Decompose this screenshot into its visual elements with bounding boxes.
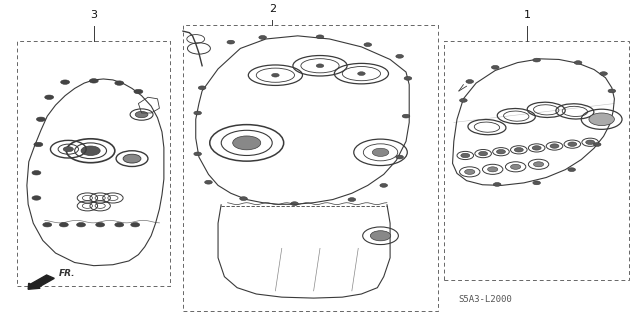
- Circle shape: [533, 58, 540, 62]
- Circle shape: [77, 223, 86, 227]
- Bar: [183, 25, 438, 311]
- Text: FR.: FR.: [59, 269, 76, 278]
- Circle shape: [488, 167, 498, 172]
- Circle shape: [316, 64, 324, 68]
- Circle shape: [43, 223, 52, 227]
- Circle shape: [492, 65, 499, 69]
- Circle shape: [227, 40, 235, 44]
- Circle shape: [259, 35, 266, 39]
- Circle shape: [534, 162, 543, 167]
- Circle shape: [380, 183, 388, 187]
- Circle shape: [81, 146, 100, 155]
- Circle shape: [34, 142, 43, 147]
- Circle shape: [131, 223, 140, 227]
- Text: 1: 1: [524, 10, 531, 20]
- Circle shape: [396, 55, 403, 58]
- Text: 2: 2: [269, 4, 276, 14]
- Circle shape: [532, 146, 541, 150]
- Circle shape: [60, 223, 68, 227]
- Circle shape: [194, 152, 202, 156]
- Circle shape: [568, 168, 575, 172]
- Circle shape: [32, 171, 41, 175]
- Circle shape: [608, 89, 616, 93]
- Circle shape: [358, 72, 365, 76]
- Circle shape: [205, 180, 212, 184]
- Circle shape: [198, 86, 206, 90]
- Circle shape: [135, 111, 148, 118]
- Circle shape: [606, 117, 614, 121]
- Circle shape: [568, 142, 577, 146]
- Circle shape: [515, 148, 524, 152]
- Circle shape: [465, 169, 475, 174]
- Circle shape: [533, 181, 540, 185]
- Circle shape: [461, 153, 470, 158]
- Circle shape: [115, 223, 124, 227]
- Circle shape: [466, 80, 474, 83]
- Circle shape: [589, 113, 614, 126]
- Circle shape: [61, 80, 70, 84]
- Circle shape: [460, 99, 467, 102]
- Circle shape: [404, 77, 412, 80]
- Circle shape: [194, 111, 202, 115]
- Circle shape: [45, 95, 54, 100]
- Circle shape: [271, 73, 279, 77]
- Circle shape: [316, 35, 324, 39]
- Circle shape: [550, 144, 559, 148]
- Circle shape: [593, 143, 601, 146]
- Circle shape: [96, 223, 104, 227]
- Text: S5A3-L2000: S5A3-L2000: [459, 295, 513, 304]
- Circle shape: [371, 231, 391, 241]
- Circle shape: [493, 182, 501, 186]
- Circle shape: [240, 197, 247, 201]
- Circle shape: [600, 72, 607, 76]
- Circle shape: [372, 148, 389, 156]
- Circle shape: [36, 117, 45, 122]
- Circle shape: [134, 89, 143, 94]
- Circle shape: [364, 43, 372, 47]
- Circle shape: [233, 136, 260, 150]
- Circle shape: [402, 114, 410, 118]
- Circle shape: [90, 79, 99, 83]
- Circle shape: [574, 61, 582, 64]
- Circle shape: [348, 198, 356, 201]
- Circle shape: [586, 140, 595, 145]
- Circle shape: [123, 154, 141, 163]
- Text: 3: 3: [90, 10, 97, 20]
- Bar: [444, 41, 629, 280]
- Circle shape: [115, 81, 124, 85]
- Bar: [17, 41, 170, 286]
- Circle shape: [479, 152, 488, 156]
- Circle shape: [291, 202, 298, 205]
- Circle shape: [32, 196, 41, 200]
- Circle shape: [497, 150, 506, 154]
- Circle shape: [396, 155, 403, 159]
- Circle shape: [63, 147, 74, 152]
- Circle shape: [511, 164, 521, 169]
- FancyArrow shape: [28, 275, 54, 289]
